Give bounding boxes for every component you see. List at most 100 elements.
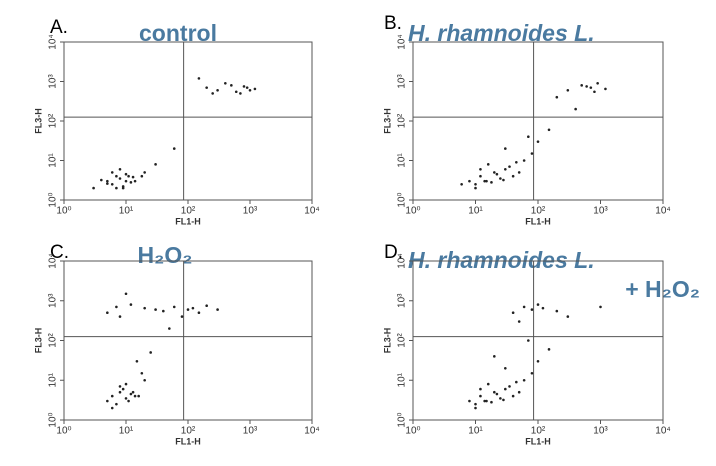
event-dot — [118, 315, 122, 318]
event-dot — [555, 95, 559, 99]
event-dot — [127, 399, 130, 403]
event-dot — [547, 128, 551, 132]
x-tick-label: 10³ — [243, 426, 258, 437]
event-dot — [124, 292, 128, 296]
event-dot — [580, 84, 583, 87]
x-tick-label: 10¹ — [119, 206, 134, 217]
event-dot — [511, 394, 515, 398]
event-dot — [499, 397, 502, 400]
event-dot — [474, 402, 477, 406]
event-dot — [504, 366, 507, 370]
event-dot — [115, 305, 118, 309]
event-dot — [515, 380, 518, 384]
plot-frame — [63, 260, 313, 421]
event-dot — [493, 171, 496, 174]
x-tick-label: 10⁰ — [405, 426, 420, 437]
event-dot — [511, 174, 515, 178]
event-dot — [106, 182, 109, 185]
event-dot — [154, 308, 157, 311]
event-dot — [485, 179, 488, 183]
y-tick-label: 10² — [397, 333, 408, 348]
y-tick-label: 10¹ — [48, 153, 59, 168]
event-dot — [133, 179, 137, 183]
event-dot — [106, 399, 109, 403]
event-dot — [234, 90, 238, 94]
event-dot — [168, 327, 171, 330]
event-dot — [527, 135, 530, 139]
event-dot — [536, 359, 540, 363]
event-dot — [502, 398, 505, 402]
y-tick-label: 10² — [48, 333, 59, 348]
x-tick-label: 10¹ — [468, 426, 483, 437]
event-dot — [522, 305, 526, 309]
event-dot — [604, 87, 607, 91]
event-dot — [479, 174, 482, 178]
event-dot — [129, 303, 133, 306]
event-dot — [517, 390, 521, 394]
event-dot — [106, 311, 109, 315]
y-axis-label: FL3-H — [33, 328, 43, 354]
y-axis-label: FL3-H — [33, 108, 43, 134]
event-dot — [474, 406, 477, 410]
event-dot — [596, 82, 599, 85]
event-dot — [191, 306, 195, 310]
event-dot — [483, 399, 486, 403]
panel-label: D. — [384, 242, 403, 263]
event-dot — [504, 387, 507, 391]
event-dot — [143, 378, 146, 382]
event-dot — [129, 392, 133, 396]
x-tick-label: 10² — [531, 206, 546, 217]
event-dot — [124, 397, 128, 400]
event-dot — [460, 182, 463, 186]
x-tick-label: 10³ — [593, 206, 608, 217]
x-tick-label: 10² — [181, 426, 196, 437]
y-tick-label: 10³ — [397, 74, 408, 89]
event-dot — [180, 315, 184, 318]
event-dot — [115, 186, 118, 190]
event-dot — [486, 382, 490, 386]
event-dot — [486, 163, 490, 166]
event-dot — [216, 308, 219, 311]
event-dot — [118, 177, 122, 180]
x-tick-label: 10³ — [243, 206, 258, 217]
event-dot — [106, 179, 109, 183]
event-dot — [143, 171, 146, 174]
event-dot — [530, 308, 534, 311]
y-tick-label: 10⁰ — [48, 192, 59, 207]
panel-label: A. — [50, 17, 68, 38]
event-dot — [547, 348, 551, 351]
event-dot — [248, 88, 252, 92]
event-dot — [129, 181, 133, 184]
event-dot — [110, 171, 114, 174]
y-tick-label: 10⁴ — [48, 253, 59, 268]
event-dot — [230, 84, 233, 87]
event-dot — [211, 92, 214, 95]
y-axis-label: FL3-H — [382, 328, 392, 354]
event-dot — [100, 178, 103, 182]
event-dot — [131, 175, 135, 179]
event-dot — [137, 394, 140, 398]
event-dot — [133, 394, 137, 398]
event-dot — [495, 172, 499, 176]
event-dot — [527, 339, 530, 342]
event-dot — [124, 382, 128, 386]
y-tick-label: 10³ — [48, 74, 59, 89]
event-dot — [536, 303, 540, 306]
event-dot — [522, 159, 526, 162]
event-dot — [118, 385, 122, 388]
event-dot — [205, 86, 208, 89]
x-tick-label: 10¹ — [468, 206, 483, 217]
x-tick-label: 10⁴ — [655, 426, 670, 437]
y-tick-label: 10⁰ — [397, 192, 408, 207]
event-dot — [135, 359, 139, 363]
plot-frame — [63, 41, 313, 201]
event-dot — [474, 186, 477, 190]
y-tick-label: 10¹ — [48, 372, 59, 387]
event-dot — [508, 165, 511, 168]
x-tick-label: 10² — [181, 206, 196, 217]
event-dot — [253, 87, 257, 91]
event-dot — [511, 311, 515, 315]
event-dot — [118, 390, 122, 394]
